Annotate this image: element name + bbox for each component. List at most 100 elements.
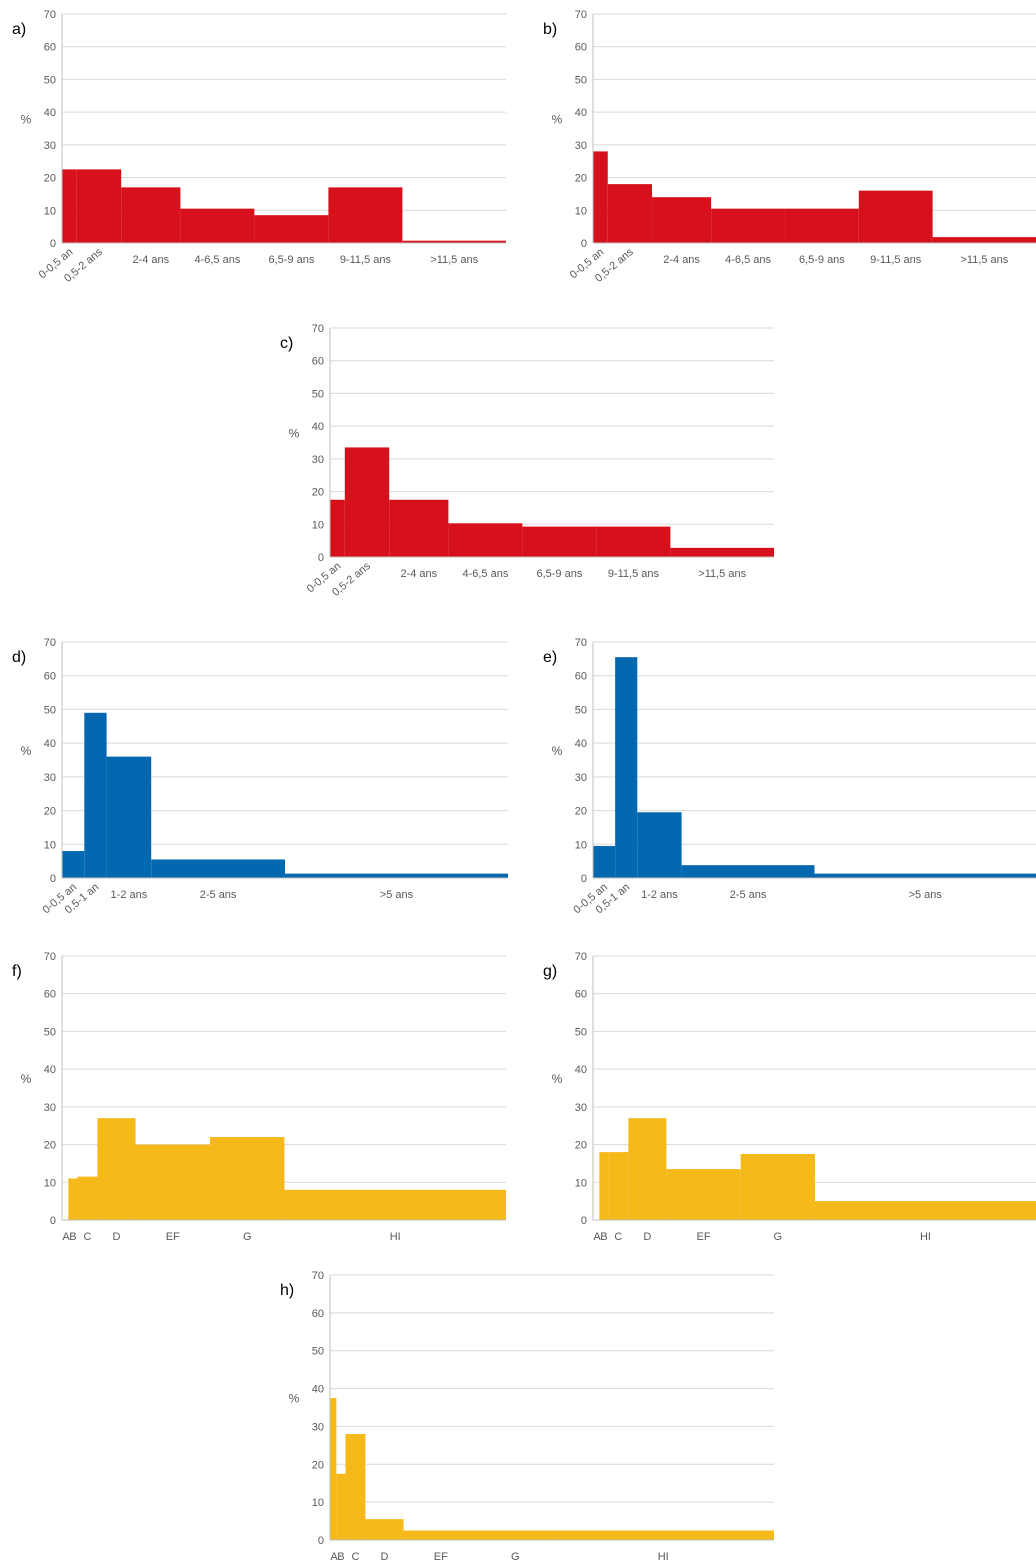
y-tick-label: 10 [575, 205, 587, 217]
histogram-bar [285, 873, 508, 878]
x-tick-label: >11,5 ans [430, 254, 478, 266]
chart-panel: 0 10 20 30 40 50 60 70 A B C D EF G HI% h) [280, 1270, 774, 1562]
histogram-bar [596, 526, 671, 557]
histogram-bar [389, 499, 449, 557]
histogram-bar [666, 1169, 741, 1220]
y-tick-label: 0 [50, 1215, 56, 1227]
y-tick-label: 10 [312, 1497, 324, 1509]
x-tick-label: >5 ans [380, 889, 414, 901]
x-tick-label: G [243, 1231, 252, 1243]
x-tick-label: A [330, 1551, 338, 1562]
y-tick-label: 30 [575, 140, 587, 152]
y-tick-label: 60 [575, 671, 587, 683]
panel-label: f) [12, 963, 22, 980]
x-tick-label: 6,5-9 ans [268, 254, 314, 266]
y-tick-label: 20 [44, 173, 56, 185]
y-tick-label: 70 [44, 951, 56, 963]
histogram-bar [403, 1530, 478, 1540]
y-tick-label: 70 [44, 637, 56, 649]
y-tick-label: 50 [44, 74, 56, 86]
x-tick-label: A [62, 1231, 70, 1243]
x-tick-label: 9-11,5 ans [340, 254, 392, 266]
y-tick-label: 40 [44, 1064, 56, 1076]
y-tick-label: 40 [312, 1384, 324, 1396]
x-tick-label: 1-2 ans [111, 889, 148, 901]
histogram-bar [336, 1473, 346, 1540]
y-tick-label: 20 [575, 806, 587, 818]
panel-label: b) [543, 21, 557, 38]
histogram-bar [478, 1530, 553, 1540]
y-tick-label: 60 [575, 42, 587, 54]
y-tick-label: 0 [50, 873, 56, 885]
y-tick-label: 60 [575, 989, 587, 1001]
y-tick-label: 10 [44, 205, 56, 217]
y-tick-label: 0 [318, 1535, 324, 1547]
y-tick-label: 30 [44, 772, 56, 784]
histogram-bar [106, 756, 152, 878]
y-tick-label: 40 [575, 107, 587, 119]
y-tick-label: 30 [575, 1102, 587, 1114]
y-tick-label: 30 [44, 140, 56, 152]
y-tick-label: 0 [581, 1215, 587, 1227]
x-tick-label: C [83, 1231, 91, 1243]
y-tick-label: 20 [312, 487, 324, 499]
histogram-bar [932, 237, 1036, 243]
x-tick-label: 2-5 ans [200, 889, 237, 901]
histogram-bar [784, 208, 859, 243]
y-tick-label: 70 [312, 1270, 324, 1282]
y-axis-label: % [289, 427, 300, 441]
x-tick-label: C [351, 1551, 359, 1562]
histogram-bar [608, 1152, 629, 1220]
histogram-bar [62, 851, 85, 878]
y-tick-label: 40 [44, 107, 56, 119]
histogram-bar [68, 1178, 78, 1220]
panel-label: h) [280, 1282, 294, 1299]
x-tick-label: 4-6,5 ans [462, 568, 508, 580]
x-tick-label: HI [920, 1231, 931, 1243]
x-tick-label: EF [434, 1551, 448, 1562]
histogram-bar [151, 859, 285, 878]
x-tick-label: B [69, 1231, 76, 1243]
y-tick-label: 70 [575, 951, 587, 963]
x-tick-label: 9-11,5 ans [870, 254, 922, 266]
histogram-bar [448, 523, 523, 557]
x-tick-label: 2-4 ans [400, 568, 437, 580]
chart-panel: 0 10 20 30 40 50 60 70 A B C D EF G HI% f) [12, 951, 506, 1243]
histogram-bar [365, 1519, 404, 1540]
y-tick-label: 50 [575, 74, 587, 86]
histogram-bar [652, 197, 712, 243]
chart-panel: 0 10 20 30 40 50 60 70 A B C D EF G HI% g) [543, 951, 1036, 1243]
histogram-bar [135, 1144, 210, 1220]
y-tick-label: 10 [44, 839, 56, 851]
histogram-bar [599, 1152, 609, 1220]
panel-label: d) [12, 649, 26, 666]
panel-label: e) [543, 649, 557, 666]
y-tick-label: 70 [575, 9, 587, 21]
y-tick-label: 30 [312, 454, 324, 466]
histogram-bar [76, 169, 122, 243]
y-tick-label: 60 [44, 671, 56, 683]
y-tick-label: 10 [312, 519, 324, 531]
y-axis-label: % [21, 113, 32, 127]
histogram-bar [593, 151, 608, 243]
histogram-bar [330, 499, 345, 557]
histogram-bar [814, 1201, 1036, 1220]
y-axis-label: % [21, 744, 32, 758]
y-axis-label: % [552, 113, 563, 127]
y-tick-label: 10 [575, 839, 587, 851]
y-axis-label: % [21, 1072, 32, 1086]
x-tick-label: G [511, 1551, 520, 1562]
y-axis-label: % [289, 1392, 300, 1406]
y-tick-label: 50 [575, 704, 587, 716]
histogram-bar [62, 169, 77, 243]
y-tick-label: 20 [312, 1459, 324, 1471]
histogram-bar [681, 865, 815, 878]
y-tick-label: 70 [575, 637, 587, 649]
histogram-bar [97, 1118, 136, 1220]
